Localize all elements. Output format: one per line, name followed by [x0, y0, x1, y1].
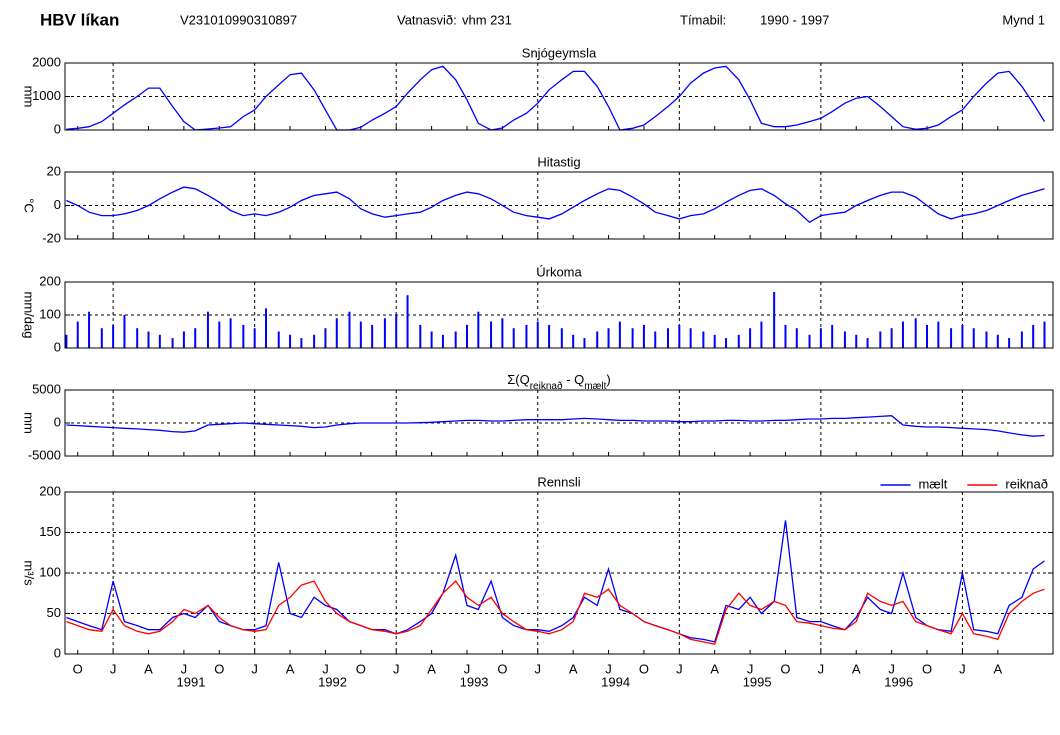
x-tick-label: J: [535, 661, 542, 676]
panel-title: Hitastig: [537, 154, 580, 169]
plot-frame: [64, 491, 1054, 655]
panel-title: Σ(Qreiknað - Qmælt): [507, 372, 611, 392]
title-part: ): [606, 372, 610, 387]
x-tick-label: A: [852, 661, 861, 676]
x-tick-label: O: [922, 661, 932, 676]
x-tick-label: J: [181, 661, 188, 676]
y-tick-label: 0: [54, 197, 61, 212]
series-line: [66, 186, 1045, 224]
y-tick-label: 20: [47, 163, 61, 178]
plot-frame: [64, 171, 1054, 240]
x-tick-label: A: [710, 661, 719, 676]
x-tick-label: J: [251, 661, 258, 676]
x-tick-label: J: [747, 661, 754, 676]
year-label: 1996: [884, 674, 913, 689]
period: 1990 - 1997: [760, 12, 829, 27]
basin: vhm 231: [462, 12, 512, 27]
year-label: 1993: [460, 674, 489, 689]
y-tick-label: 150: [39, 524, 61, 539]
y-tick-label: 100: [39, 306, 61, 321]
legend-label: mælt: [918, 476, 947, 491]
y-axis-label: m³/s: [22, 560, 37, 586]
x-tick-label: O: [73, 661, 83, 676]
title-part: reiknað: [530, 380, 563, 392]
plot-frame: [64, 389, 1054, 457]
x-tick-label: A: [569, 661, 578, 676]
station-code: V231010990310897: [180, 12, 297, 27]
x-tick-label: A: [427, 661, 436, 676]
y-axis-label: mm/dag: [22, 292, 37, 339]
series-line: [66, 580, 1045, 646]
series-line: [66, 415, 1045, 437]
x-tick-label: J: [818, 661, 825, 676]
x-tick-label: J: [676, 661, 683, 676]
title-part: mælt: [584, 381, 606, 392]
y-tick-label: 0: [54, 339, 61, 354]
x-tick-label: A: [993, 661, 1002, 676]
plot-frame: [64, 62, 1054, 131]
y-axis-label: mm: [22, 412, 37, 434]
year-label: 1995: [743, 674, 772, 689]
x-tick-label: J: [110, 661, 117, 676]
y-tick-label: 5000: [32, 381, 61, 396]
x-tick-label: A: [144, 661, 153, 676]
y-tick-label: 0: [54, 414, 61, 429]
y-tick-label: 0: [54, 121, 61, 136]
panel-title: Snjógeymsla: [522, 45, 597, 60]
y-tick-label: 0: [54, 645, 61, 660]
title-part: - Q: [563, 372, 585, 387]
y-tick-label: 50: [47, 605, 61, 620]
y-tick-label: 200: [39, 483, 61, 498]
legend-label: reiknað: [1005, 476, 1048, 491]
x-tick-label: J: [888, 661, 895, 676]
x-tick-label: O: [214, 661, 224, 676]
y-tick-label: 1000: [32, 88, 61, 103]
basin-label: Vatnasvið:: [397, 12, 457, 27]
x-tick-label: J: [959, 661, 966, 676]
y-tick-label: -5000: [28, 447, 61, 462]
model-title: HBV líkan: [40, 10, 119, 29]
x-tick-label: J: [393, 661, 400, 676]
x-tick-label: J: [605, 661, 612, 676]
x-tick-label: J: [464, 661, 471, 676]
year-label: 1991: [177, 674, 206, 689]
figure-number: Mynd 1: [1002, 12, 1045, 27]
year-label: 1994: [601, 674, 630, 689]
panel-title: Úrkoma: [536, 264, 582, 279]
y-tick-label: 200: [39, 273, 61, 288]
x-tick-label: J: [322, 661, 329, 676]
x-tick-label: O: [780, 661, 790, 676]
x-tick-label: O: [356, 661, 366, 676]
y-tick-label: 100: [39, 564, 61, 579]
year-label: 1992: [318, 674, 347, 689]
period-label: Tímabil:: [680, 12, 726, 27]
y-axis-label: °C: [22, 198, 37, 213]
title-part: Σ(Q: [507, 372, 529, 387]
y-tick-label: -20: [42, 230, 61, 245]
x-tick-label: O: [639, 661, 649, 676]
y-axis-label: mm: [22, 86, 37, 108]
x-tick-label: A: [286, 661, 295, 676]
x-tick-label: O: [497, 661, 507, 676]
panel-title: Rennsli: [537, 474, 580, 489]
y-tick-label: 2000: [32, 54, 61, 69]
series-line: [66, 65, 1046, 131]
plot-frame: [64, 281, 1054, 349]
